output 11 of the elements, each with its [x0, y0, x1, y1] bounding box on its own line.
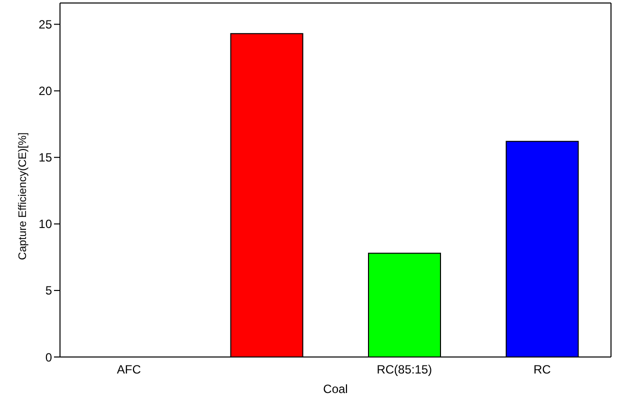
y-tick-label: 25 [38, 18, 52, 32]
y-tick-label: 0 [45, 350, 52, 364]
x-axis-title: Coal [323, 382, 348, 396]
y-tick-label: 20 [38, 84, 52, 98]
x-tick-label: AFC [116, 362, 142, 377]
y-axis-title: Capture Efficiency(CE)[%] [16, 132, 29, 260]
y-tick-label: 10 [38, 217, 52, 232]
x-tick-label: RC [533, 362, 552, 377]
x-tick-label: RC(85:15) [376, 362, 432, 377]
y-tick-label: 15 [38, 150, 52, 165]
y-tick-label: 5 [45, 284, 52, 298]
